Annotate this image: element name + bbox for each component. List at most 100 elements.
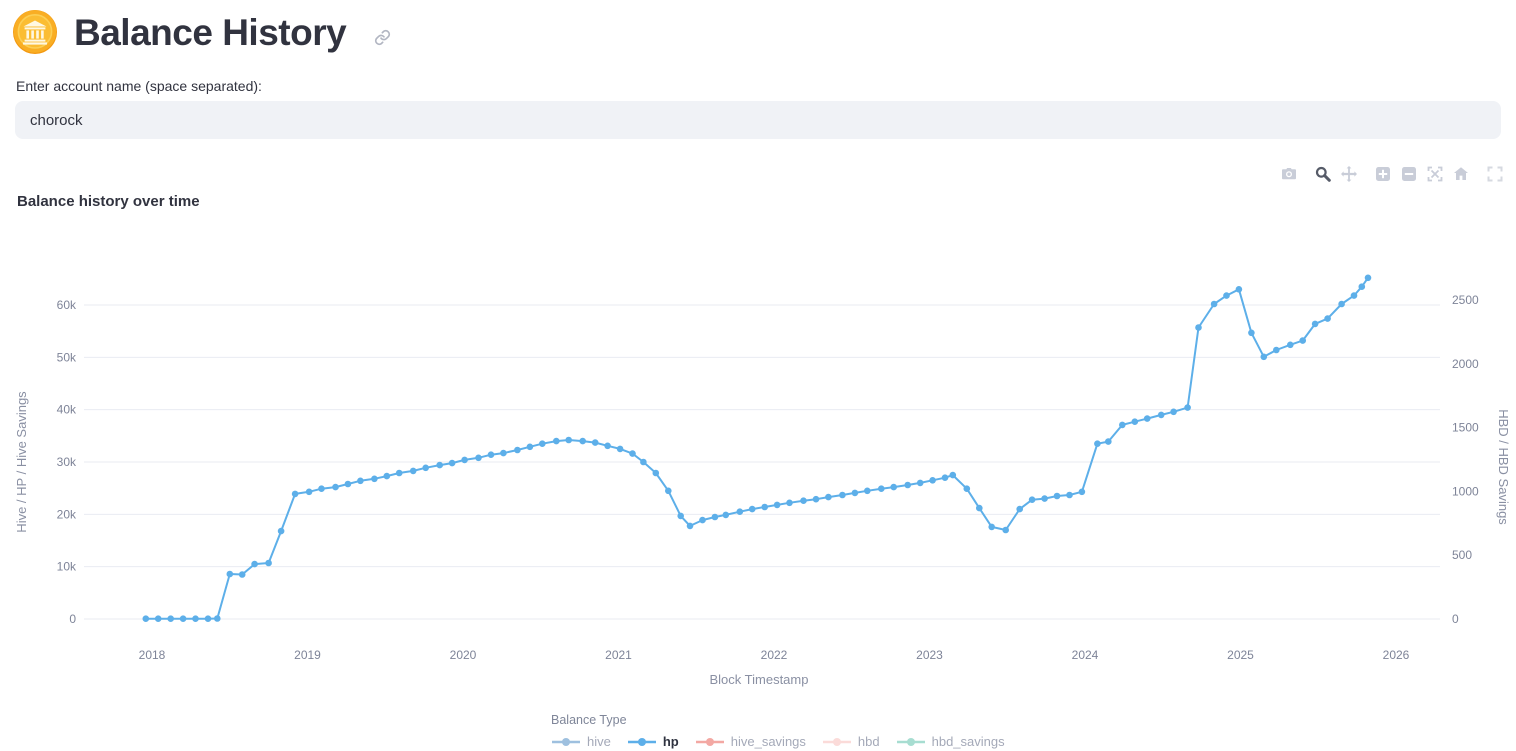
legend-item-hive[interactable]: hive xyxy=(551,734,611,749)
reset-axes-icon[interactable] xyxy=(1450,163,1472,185)
account-name-input[interactable] xyxy=(15,101,1501,139)
series-marker-hp xyxy=(825,493,832,501)
series-marker-hp xyxy=(1184,404,1191,411)
zoom-icon[interactable] xyxy=(1312,163,1334,185)
series-marker-hp xyxy=(344,480,352,488)
legend-swatch-icon xyxy=(552,737,580,746)
app-header: Balance History xyxy=(0,0,1516,58)
x-tick-label: 2021 xyxy=(605,648,632,662)
series-marker-hp xyxy=(1078,488,1086,496)
pan-icon[interactable] xyxy=(1338,163,1360,185)
series-marker-hp xyxy=(357,477,364,485)
series-marker-hp xyxy=(214,615,221,622)
legend-item-hbd[interactable]: hbd xyxy=(822,734,880,749)
series-marker-hp xyxy=(1364,274,1372,282)
y-left-tick-label: 60k xyxy=(57,298,77,312)
autoscale-icon[interactable] xyxy=(1424,163,1446,185)
series-marker-hp xyxy=(988,523,995,531)
series-marker-hp xyxy=(238,571,246,578)
series-marker-hp xyxy=(226,570,234,578)
series-marker-hp xyxy=(786,499,793,507)
series-marker-hp xyxy=(1350,292,1358,299)
series-marker-hp xyxy=(773,501,781,509)
legend-item-hp[interactable]: hp xyxy=(627,734,679,749)
series-marker-hp xyxy=(800,497,807,505)
series-marker-hp xyxy=(711,513,719,521)
series-marker-hp xyxy=(1195,324,1202,331)
series-marker-hp xyxy=(332,483,339,491)
series-marker-hp xyxy=(277,527,285,535)
series-marker-hp xyxy=(878,485,885,493)
series-marker-hp xyxy=(1210,300,1218,308)
x-tick-label: 2020 xyxy=(450,648,477,662)
camera-icon[interactable] xyxy=(1278,163,1300,185)
series-marker-hp xyxy=(1105,438,1112,445)
legend-item-hbd_savings[interactable]: hbd_savings xyxy=(896,734,1005,749)
series-marker-hp xyxy=(963,485,971,493)
series-marker-hp xyxy=(1311,320,1319,328)
zoom-in-icon[interactable] xyxy=(1372,163,1394,185)
series-marker-hp xyxy=(722,511,730,519)
series-marker-hp xyxy=(1002,526,1009,534)
y-left-tick-label: 20k xyxy=(57,507,77,521)
series-marker-hp xyxy=(1260,353,1268,361)
series-marker-hp xyxy=(851,489,859,497)
chart-title: Balance history over time xyxy=(17,193,200,210)
series-marker-hp xyxy=(142,615,150,622)
y-left-tick-label: 0 xyxy=(69,612,76,626)
y-left-tick-label: 10k xyxy=(57,560,77,574)
series-marker-hp xyxy=(1066,491,1073,499)
series-marker-hp xyxy=(1094,440,1101,447)
series-marker-hp xyxy=(526,443,534,451)
legend-label: hbd_savings xyxy=(931,734,1005,749)
y-left-tick-label: 50k xyxy=(57,350,77,364)
series-marker-hp xyxy=(500,449,507,457)
legend-item-hive_savings[interactable]: hive_savings xyxy=(695,734,806,749)
link-icon[interactable] xyxy=(374,29,391,46)
series-marker-hp xyxy=(1028,496,1036,504)
series-marker-hp xyxy=(204,615,212,622)
series-marker-hp xyxy=(1324,315,1331,322)
series-marker-hp xyxy=(395,469,403,477)
fullscreen-icon[interactable] xyxy=(1484,163,1506,185)
series-marker-hp xyxy=(604,442,611,450)
series-marker-hp xyxy=(1248,329,1255,337)
series-marker-hp xyxy=(179,615,187,622)
series-line-hp xyxy=(145,277,1369,620)
series-marker-hp xyxy=(192,615,199,622)
series-marker-hp xyxy=(154,615,162,622)
series-marker-hp xyxy=(1235,286,1243,293)
series-marker-hp xyxy=(591,439,599,446)
series-marker-hp xyxy=(839,491,846,499)
series-marker-hp xyxy=(1273,346,1280,354)
legend-swatch-icon xyxy=(896,737,925,746)
series-marker-hp xyxy=(1223,292,1230,299)
series-marker-hp xyxy=(553,437,560,445)
series-marker-hp xyxy=(1041,495,1048,502)
legend-swatch-icon xyxy=(695,737,724,746)
series-marker-hp xyxy=(565,436,572,444)
series-marker-hp xyxy=(436,461,444,469)
legend-label: hive_savings xyxy=(730,734,806,749)
series-marker-hp xyxy=(1016,505,1023,513)
y-left-axis-title: Hive / HP / Hive Savings xyxy=(14,391,29,533)
y-right-tick-label: 1500 xyxy=(1452,421,1479,435)
x-tick-label: 2023 xyxy=(916,648,943,662)
series-marker-hp xyxy=(904,481,911,489)
series-marker-hp xyxy=(941,474,949,482)
zoom-out-icon[interactable] xyxy=(1398,163,1420,185)
series-marker-hp xyxy=(422,464,430,472)
series-marker-hp xyxy=(487,451,495,458)
y-right-tick-label: 2500 xyxy=(1452,293,1479,307)
series-marker-hp xyxy=(686,522,694,530)
series-marker-hp xyxy=(1053,492,1061,500)
x-tick-label: 2022 xyxy=(761,648,788,662)
x-tick-label: 2018 xyxy=(139,648,166,662)
series-marker-hp xyxy=(1157,411,1165,419)
series-marker-hp xyxy=(736,508,744,515)
y-right-tick-label: 500 xyxy=(1452,548,1472,562)
series-marker-hp xyxy=(949,471,957,479)
balance-history-plot[interactable]: 0 10k 20k 30k 40k 50k 60k 0 500 1000 1500 2000 2500 2… xyxy=(0,217,1516,702)
y-right-tick-label: 1000 xyxy=(1452,484,1479,498)
series-marker-hp xyxy=(291,490,299,498)
